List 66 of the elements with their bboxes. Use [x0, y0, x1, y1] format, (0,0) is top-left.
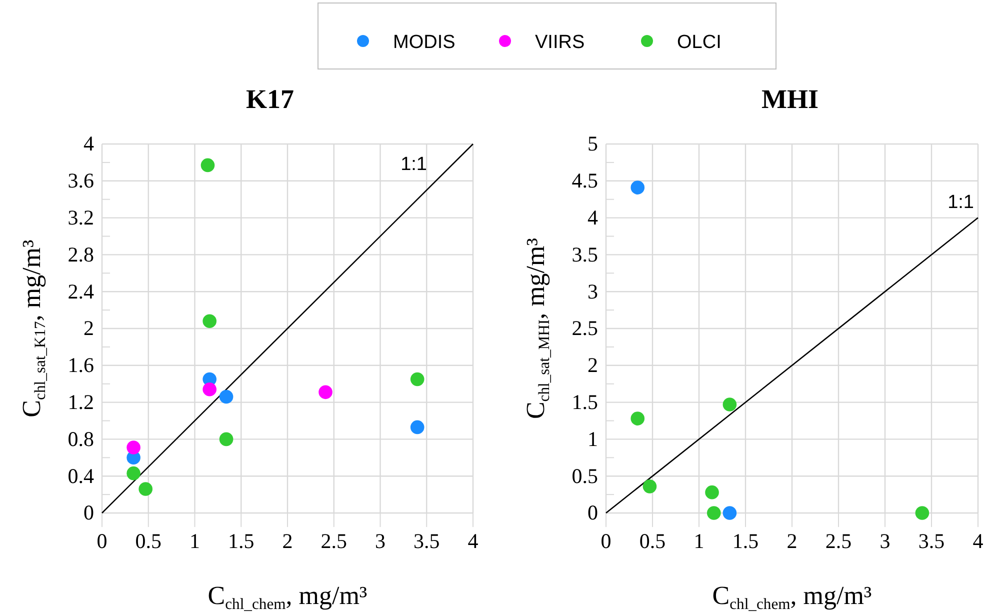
y-tick-label: 0.5: [572, 464, 598, 488]
y-tick-label: 2.8: [68, 242, 94, 266]
y-tick-label: 4: [84, 132, 94, 156]
x-tick-label: 1.5: [228, 528, 254, 553]
y-tick-label: 1.6: [68, 353, 94, 378]
y-tick-label: 3.6: [68, 168, 94, 193]
x-tick-label: 2: [282, 528, 293, 553]
y-tick-label: 4: [588, 206, 598, 230]
x-tick-label: 1.5: [732, 528, 759, 553]
y-tick-label: 1.5: [572, 390, 598, 414]
point: [705, 485, 719, 500]
point: [138, 482, 152, 496]
point: [722, 506, 737, 520]
y-tick-label: 2.5: [572, 316, 598, 340]
y-tick-label: 0.8: [68, 426, 94, 451]
x-tick-label: 0.5: [639, 528, 666, 553]
point: [200, 158, 215, 172]
y-tick-label: 0: [588, 500, 598, 525]
legend-label: VIIRS: [535, 32, 585, 53]
x-tick-label: 3.5: [918, 528, 945, 553]
chart-title: K17: [246, 84, 294, 114]
annotation: 1:1: [948, 192, 974, 213]
y-tick-label: 0: [84, 500, 94, 525]
annotation: 1:1: [400, 154, 427, 175]
point: [630, 180, 645, 194]
y-tick-label: 1: [588, 426, 598, 451]
y-tick-label: 2: [84, 316, 94, 340]
y-tick-label: 4.5: [572, 168, 598, 193]
point: [630, 412, 645, 426]
point: [126, 440, 140, 454]
point: [706, 506, 721, 520]
y-tick-label: 0.4: [68, 464, 94, 488]
x-tick-label: 1: [190, 528, 200, 553]
point: [126, 466, 140, 480]
point: [219, 432, 234, 446]
point: [202, 314, 216, 328]
y-tick-label: 2.4: [68, 279, 94, 304]
point: [202, 382, 216, 396]
x-tick-label: 2: [786, 528, 798, 553]
x-tick-label: 4: [468, 528, 479, 553]
y-tick-label: 1.2: [68, 390, 94, 414]
chart-title: MHI: [762, 84, 818, 114]
x-tick-label: 3.5: [414, 528, 440, 553]
x-axis-title: C$_{chl_chem}$, mg/m³: [712, 581, 872, 613]
y-tick-label: 3.2: [68, 206, 94, 230]
point: [219, 390, 234, 404]
point: [318, 385, 332, 400]
y-tick-label: 3.5: [572, 242, 598, 266]
point: [915, 506, 930, 520]
point: [722, 398, 737, 412]
x-tick-label: 0.5: [135, 528, 162, 553]
y-tick-label: 3: [588, 279, 598, 304]
y-tick-label: 2: [588, 353, 598, 378]
x-axis-title: C$_{chl_chem}$, mg/m³: [208, 581, 368, 613]
x-tick-label: 2.5: [825, 528, 852, 553]
legend-label: MODIS: [393, 32, 456, 53]
x-tick-label: 2.5: [320, 528, 347, 553]
point: [410, 372, 424, 386]
x-tick-label: 3: [880, 528, 890, 553]
point: [642, 480, 657, 494]
x-tick-label: 1: [694, 528, 704, 553]
x-tick-label: 4: [972, 528, 984, 553]
legend-label: OLCI: [677, 32, 722, 53]
y-tick-label: 5: [588, 132, 598, 156]
x-tick-label: 3: [375, 528, 386, 553]
point: [410, 420, 424, 434]
